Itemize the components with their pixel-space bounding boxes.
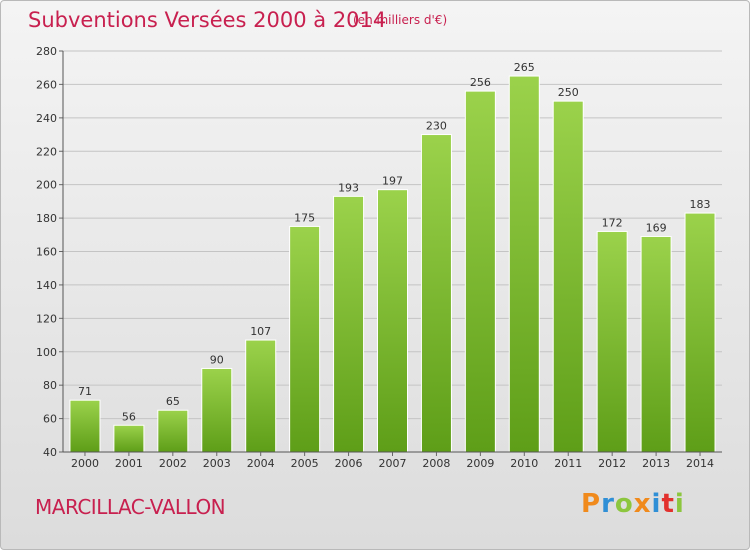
y-tick-label: 60 [43,413,57,426]
x-tick-label: 2003 [203,457,231,470]
bar [333,195,365,453]
bar [245,339,277,453]
bar [157,409,189,453]
x-tick-label: 2009 [466,457,494,470]
axes: 40 60 80 100 120 140 160 180 200 220 240 260 280 71 20… [36,45,722,470]
proxiti-logo: Proxiti [581,489,685,519]
x-tick-label: 2011 [554,457,582,470]
y-tick-label: 140 [36,279,57,292]
bar [508,75,540,453]
chart-subtitle: (en milliers d'€) [353,13,448,27]
y-tick-label: 260 [36,78,57,91]
bar [596,230,628,453]
bar-value-label: 56 [122,410,136,423]
x-tick-label: 2008 [422,457,450,470]
bar-value-label: 169 [646,221,667,234]
x-tick-label: 2010 [510,457,538,470]
y-tick-label: 160 [36,246,57,259]
y-tick-label: 40 [43,446,57,459]
bar [420,134,452,453]
x-tick-label: 2012 [598,457,626,470]
bar-value-label: 107 [250,325,271,338]
x-tick-label: 2002 [159,457,187,470]
bar-value-label: 183 [690,198,711,211]
chart-title: Subventions Versées 2000 à 2014 [28,8,387,32]
commune-name: MARCILLAC-VALLON [35,495,226,519]
bar-value-label: 250 [558,86,579,99]
x-tick-label: 2000 [71,457,99,470]
bar-value-label: 71 [78,385,92,398]
bar [113,424,145,453]
x-tick-label: 2004 [247,457,275,470]
y-tick-label: 100 [36,346,57,359]
bar [464,90,496,453]
bar [552,100,584,453]
bars [69,75,716,453]
bar [289,225,321,453]
bar [201,367,233,453]
bar-value-label: 175 [294,211,315,224]
x-tick-label: 2007 [379,457,407,470]
bar-value-label: 230 [426,120,447,133]
bar [377,189,408,453]
y-tick-label: 120 [36,312,57,325]
bar-value-label: 193 [338,181,359,194]
bar [640,235,672,453]
x-tick-label: 2014 [686,457,714,470]
y-tick-label: 80 [43,379,57,392]
x-tick-label: 2001 [115,457,143,470]
y-tick-label: 280 [36,45,57,58]
x-tick-label: 2006 [335,457,363,470]
bar [684,212,716,453]
y-tick-label: 240 [36,112,57,125]
x-tick-label: 2013 [642,457,670,470]
y-tick-label: 180 [36,212,57,225]
bar-value-label: 65 [166,395,180,408]
y-tick-label: 220 [36,145,57,158]
y-tick-label: 200 [36,179,57,192]
bar-value-label: 172 [602,216,623,229]
x-tick-label: 2005 [291,457,319,470]
bar-value-label: 90 [210,353,224,366]
bar-value-label: 256 [470,76,491,89]
bar-value-label: 265 [514,61,535,74]
bar [69,399,101,453]
bar-value-label: 197 [382,175,403,188]
